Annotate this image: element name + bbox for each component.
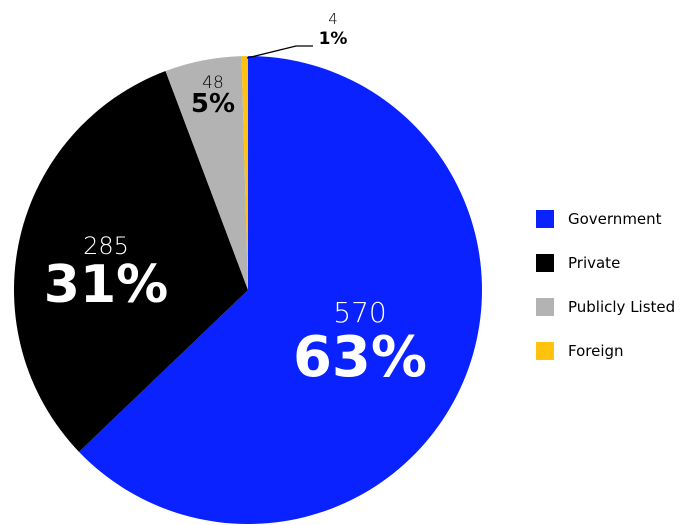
legend: Government Private Publicly Listed Forei… [536,208,675,384]
slice-percent-label-government: 63% [293,325,427,390]
pie-slice-publicly-listed [165,56,248,290]
legend-swatch-private [536,254,554,272]
slice-percent-label-private: 31% [44,255,168,315]
legend-swatch-government [536,210,554,228]
legend-item-private: Private [536,252,675,274]
legend-item-publicly-listed: Publicly Listed [536,296,675,318]
pie-slices [13,56,482,524]
slice-percent-label-foreign: 1% [319,29,348,49]
slice-count-label-publicly-listed: 48 [202,73,224,93]
legend-label-government: Government [568,210,662,228]
pie-slice-private [13,71,248,452]
foreign-leader-line [246,45,313,59]
pie-slice-government [78,56,482,524]
slice-count-label-government: 570 [333,296,386,329]
legend-swatch-publicly-listed [536,298,554,316]
slice-count-label-foreign: 4 [328,10,338,28]
legend-label-private: Private [568,254,621,272]
legend-item-foreign: Foreign [536,340,675,362]
legend-label-foreign: Foreign [568,342,624,360]
slice-percent-label-publicly-listed: 5% [191,89,235,119]
legend-swatch-foreign [536,342,554,360]
slice-count-label-private: 285 [83,232,129,260]
pie-slice-foreign [241,56,248,290]
legend-item-government: Government [536,208,675,230]
legend-label-publicly-listed: Publicly Listed [568,298,676,316]
